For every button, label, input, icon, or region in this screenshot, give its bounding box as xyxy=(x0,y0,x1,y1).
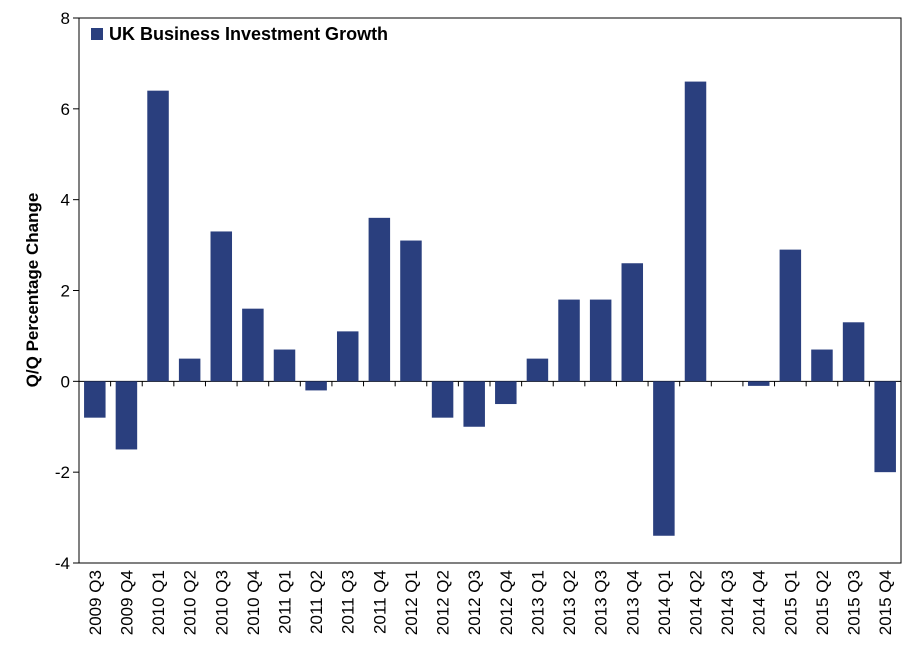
x-tick-label: 2010 Q2 xyxy=(181,570,200,635)
bar xyxy=(115,381,138,450)
bar xyxy=(874,381,896,473)
x-tick-label: 2015 Q3 xyxy=(845,570,864,635)
x-tick-label: 2012 Q1 xyxy=(402,570,421,635)
bar xyxy=(747,381,770,386)
x-tick-label: 2010 Q1 xyxy=(149,570,168,635)
bar xyxy=(589,299,612,382)
bar xyxy=(811,349,833,382)
y-axis-label: Q/Q Percentage Change xyxy=(23,193,42,388)
x-tick-label: 2015 Q4 xyxy=(876,570,895,635)
x-tick-label: 2009 Q3 xyxy=(86,570,105,635)
x-tick-label: 2011 Q3 xyxy=(339,570,358,634)
bars xyxy=(84,81,896,536)
bar xyxy=(431,381,454,418)
y-tick-label: 0 xyxy=(61,372,70,391)
bar xyxy=(400,240,422,382)
y-axis: -4 -2 0 2 4 6 8 xyxy=(55,9,79,573)
bar xyxy=(305,381,327,391)
bar xyxy=(147,90,169,382)
x-tick-label: 2014 Q1 xyxy=(655,570,674,635)
x-tick-label: 2010 Q3 xyxy=(212,570,231,635)
x-tick-label: 2011 Q4 xyxy=(370,570,389,634)
y-tick-label: 2 xyxy=(61,282,70,301)
bar xyxy=(336,331,359,382)
x-axis-labels: 2009 Q3 2009 Q4 2010 Q1 2010 Q2 2010 Q3 2010 … xyxy=(86,570,895,635)
x-tick-label: 2012 Q3 xyxy=(465,570,484,635)
legend-swatch xyxy=(91,28,103,40)
x-tick-label: 2013 Q3 xyxy=(592,570,611,635)
bar xyxy=(526,358,549,382)
bar xyxy=(273,349,296,382)
x-tick-label: 2013 Q4 xyxy=(623,570,642,635)
x-axis-ticks xyxy=(78,381,902,387)
bar xyxy=(779,249,802,382)
x-tick-label: 2013 Q1 xyxy=(528,570,547,635)
bar xyxy=(84,381,106,418)
x-tick-label: 2013 Q2 xyxy=(560,570,579,635)
bar xyxy=(210,231,233,382)
bar xyxy=(463,381,485,427)
x-tick-label: 2009 Q4 xyxy=(117,570,136,635)
legend-label: UK Business Investment Growth xyxy=(109,24,388,44)
bar xyxy=(653,381,675,536)
y-tick-label: 6 xyxy=(61,100,70,119)
bar xyxy=(842,322,865,382)
x-tick-label: 2010 Q4 xyxy=(244,570,263,635)
bar xyxy=(495,381,517,405)
y-tick-label: -2 xyxy=(55,463,70,482)
x-tick-label: 2014 Q4 xyxy=(750,570,769,635)
y-tick-label: 8 xyxy=(61,9,70,28)
bar xyxy=(242,308,264,382)
x-tick-label: 2014 Q2 xyxy=(687,570,706,635)
legend: UK Business Investment Growth xyxy=(91,24,388,44)
bar xyxy=(178,358,201,382)
x-tick-label: 2011 Q1 xyxy=(276,570,295,634)
plot-frame xyxy=(78,17,902,564)
bar xyxy=(368,217,391,382)
y-tick-label: -4 xyxy=(55,554,70,573)
x-tick-label: 2015 Q1 xyxy=(781,570,800,635)
x-tick-label: 2014 Q3 xyxy=(718,570,737,635)
bar xyxy=(684,81,707,382)
bar xyxy=(558,299,580,382)
x-tick-label: 2015 Q2 xyxy=(813,570,832,635)
x-tick-label: 2012 Q2 xyxy=(434,570,453,635)
x-tick-label: 2011 Q2 xyxy=(307,570,326,634)
x-tick-label: 2012 Q4 xyxy=(497,570,516,635)
y-tick-label: 4 xyxy=(61,191,70,210)
bar xyxy=(621,263,644,382)
